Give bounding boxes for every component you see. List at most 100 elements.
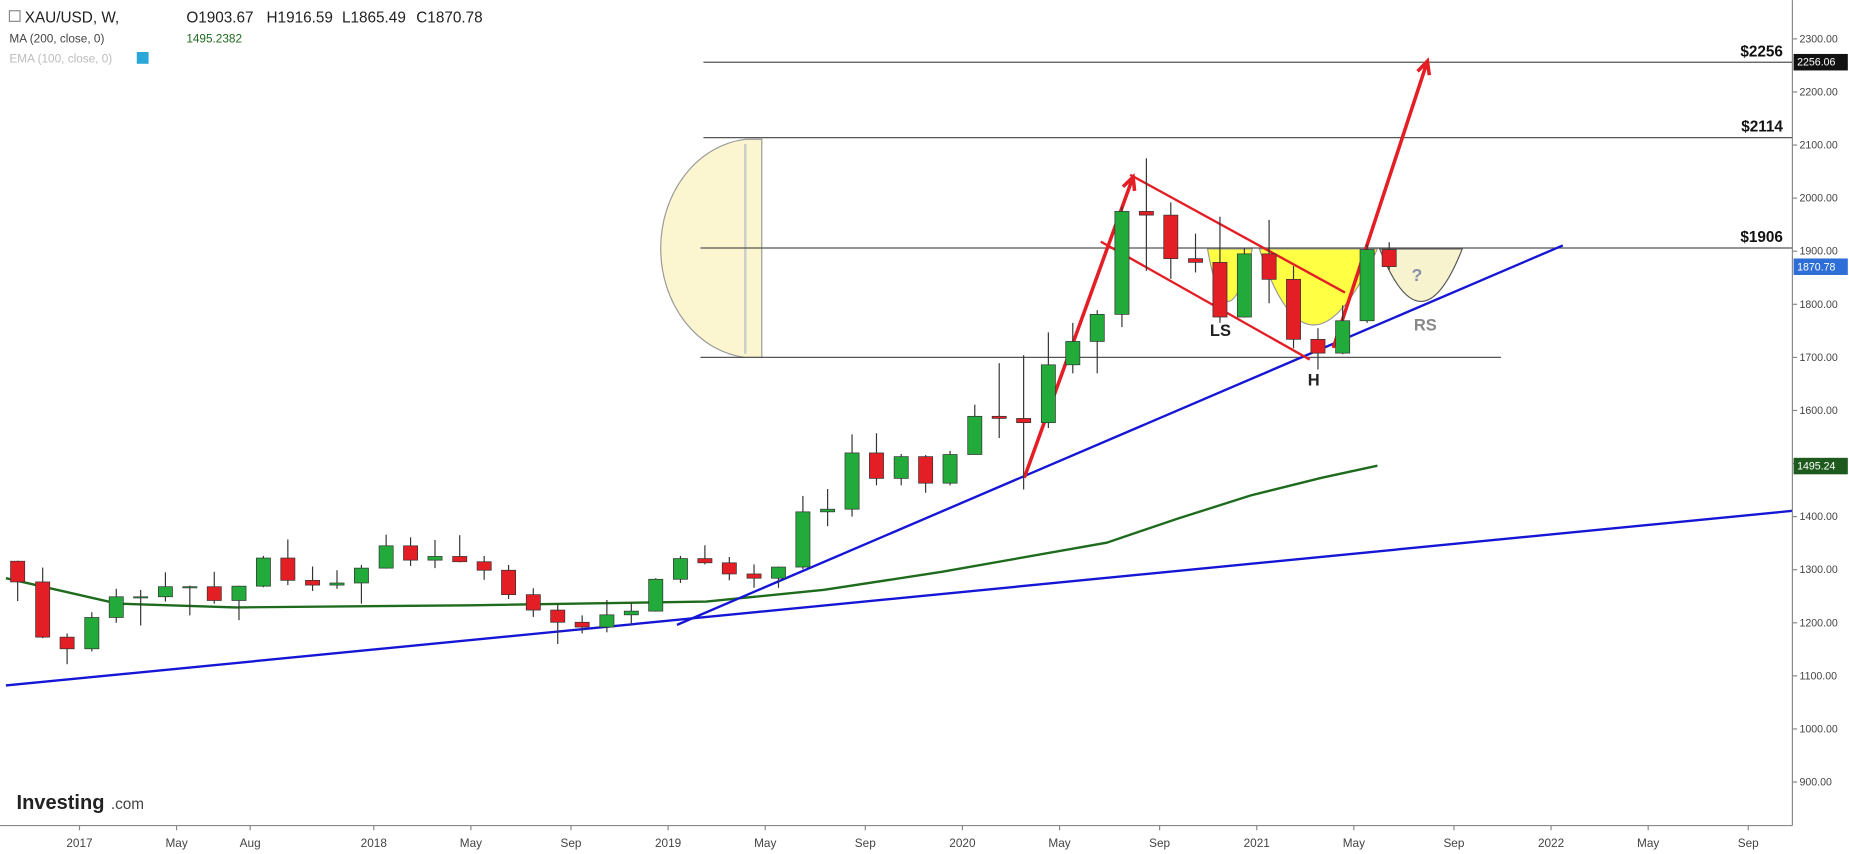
arrow	[1331, 60, 1430, 349]
trendline	[1129, 173, 1346, 294]
y-tick-label: 1400.00	[1799, 511, 1837, 523]
y-tick-label: 2200.00	[1799, 86, 1837, 98]
x-tick-label: 2020	[949, 837, 976, 850]
candle-body	[1188, 258, 1203, 263]
candle-body	[133, 596, 149, 599]
y-tick-label: 2000.00	[1799, 193, 1837, 205]
indicator-name: EMA (100, close, 0)	[9, 53, 112, 66]
y-tick-label: 1300.00	[1799, 564, 1837, 576]
candle-body	[35, 581, 51, 638]
candle-body	[1310, 338, 1326, 354]
visibility-icon[interactable]	[136, 52, 149, 64]
candle-body	[280, 557, 296, 581]
price-tag	[1793, 457, 1848, 475]
candle-body	[820, 508, 836, 513]
candle-body	[452, 556, 468, 563]
x-tick-label: Sep	[1443, 837, 1464, 850]
arrow-head	[1416, 57, 1432, 76]
candle-body	[353, 567, 369, 584]
candle-body	[1065, 341, 1081, 366]
candle-body	[648, 578, 664, 612]
candle-body	[1381, 249, 1397, 267]
y-tick-label: 1100.00	[1799, 670, 1837, 682]
candle-body	[501, 569, 517, 596]
price-tag-label: 1870.78	[1797, 261, 1835, 273]
candle-body	[746, 573, 762, 579]
logo-suffix: .com	[111, 796, 144, 813]
candle-body	[599, 614, 615, 628]
annotation: ?	[1412, 265, 1423, 285]
collapse-icon[interactable]	[8, 10, 21, 22]
candle-body	[1138, 211, 1154, 216]
x-tick-label: Aug	[240, 837, 261, 850]
candle-body	[869, 452, 884, 479]
x-tick-label: Sep	[1738, 837, 1759, 850]
candle-body	[623, 610, 639, 616]
ohlc-close: C1870.78	[416, 10, 482, 27]
symbol: XAU/USD, W,	[25, 10, 119, 27]
candle-body	[231, 585, 247, 601]
candle-body	[1040, 364, 1056, 424]
candle-body	[476, 561, 492, 571]
ohlc-open: O1903.67	[186, 10, 253, 27]
candle-body	[1089, 314, 1105, 342]
candle-body	[844, 452, 860, 510]
candle-body	[1114, 211, 1130, 315]
y-tick-label: 1900.00	[1799, 246, 1837, 258]
x-tick-label: Sep	[855, 837, 876, 850]
trendline	[1100, 240, 1311, 361]
plot: $2256 $2114 $1906	[5, 43, 1793, 687]
candle-body	[329, 582, 345, 586]
y-tick-label: 1000.00	[1799, 723, 1837, 735]
x-tick-label: 2022	[1538, 837, 1564, 850]
candle-body	[697, 558, 713, 564]
annotation: LS	[1210, 322, 1231, 340]
y-tick-label: 900.00	[1799, 777, 1832, 789]
candle-body	[967, 415, 983, 455]
candle-body	[893, 456, 909, 479]
candle-body	[10, 560, 26, 583]
candle-body	[918, 456, 934, 484]
candle-body	[550, 609, 566, 623]
candle-body	[378, 545, 394, 569]
candle-body	[1212, 262, 1228, 318]
candle-body	[59, 636, 75, 650]
indicator-name: MA (200, close, 0)	[9, 33, 104, 46]
moving-average	[5, 464, 1378, 609]
x-tick-label: May	[165, 837, 187, 850]
candle-body	[942, 454, 958, 484]
candle-body	[1016, 418, 1032, 424]
level-label: $1906	[1740, 229, 1783, 246]
y-tick-label: 1600.00	[1799, 405, 1837, 417]
candle-body	[1261, 253, 1277, 280]
level-label: $2114	[1741, 119, 1783, 136]
ohlc-low: L1865.49	[342, 10, 406, 27]
candle-body	[427, 556, 443, 561]
price-tag	[1793, 258, 1848, 275]
price-tag	[1793, 53, 1848, 71]
arrow-head	[1121, 173, 1137, 192]
candle-body	[182, 586, 198, 589]
price-tag-label: 2256.06	[1797, 57, 1835, 69]
candle-body	[795, 511, 811, 568]
y-tick-label: 1700.00	[1799, 352, 1837, 364]
candle-body	[157, 586, 173, 598]
y-tick-label: 1200.00	[1799, 617, 1837, 629]
price-tag-label: 1495.24	[1797, 461, 1835, 473]
trendline	[676, 244, 1564, 626]
logo: Investing	[17, 792, 105, 814]
annotation: RS	[1414, 316, 1437, 334]
candle-body	[1163, 214, 1179, 259]
annotation: H	[1308, 372, 1320, 390]
x-tick-label: May	[1637, 837, 1659, 850]
x-tick-label: 2019	[655, 837, 681, 850]
x-tick-label: 2017	[66, 837, 92, 850]
candle-body	[255, 557, 271, 587]
candle-body	[1335, 320, 1351, 354]
ohlc-high: H1916.59	[267, 10, 333, 27]
candle-body	[305, 579, 320, 586]
candle-body	[721, 562, 737, 575]
candle-body	[1359, 249, 1375, 322]
y-tick-label: 2300.00	[1799, 33, 1837, 45]
